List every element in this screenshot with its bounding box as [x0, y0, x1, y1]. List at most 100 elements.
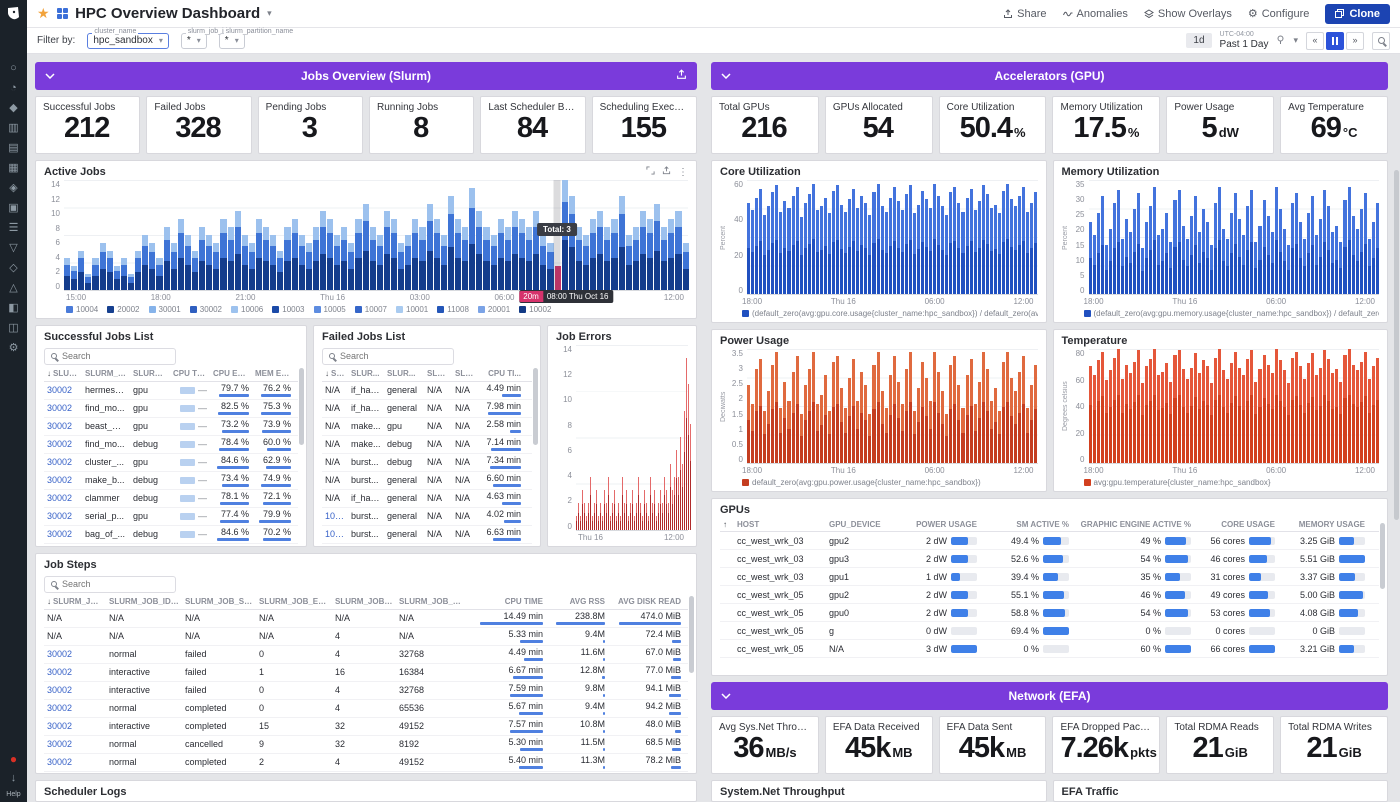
column-header[interactable]: GPU_DEVICE	[829, 519, 881, 529]
search-input[interactable]	[62, 351, 169, 362]
collapse-chevron-icon[interactable]	[45, 73, 55, 79]
section-header-network[interactable]: Network (EFA)	[711, 682, 1388, 710]
table-row[interactable]: N/A make... debug N/A N/A 7.14 min	[322, 436, 532, 454]
table-row[interactable]: cc_west_wrk_05 g 0 dW 69.4 % 0 % 0 cores 0 GiB	[720, 622, 1379, 640]
legend-item[interactable]: (default_zero(avg:gpu.core.usage{cluster…	[742, 309, 1038, 318]
table-row[interactable]: 30002 interactive completed 15 32 49152 7.57 m…	[44, 718, 688, 736]
table-row[interactable]: 10007 burst... general N/A N/A 4.02 min	[322, 508, 532, 526]
column-header[interactable]: ↓ SLUR...	[47, 369, 82, 379]
dashboards-icon[interactable]: ▦	[8, 162, 19, 174]
column-header[interactable]: AVG DISK READ	[618, 597, 681, 607]
help-label[interactable]: Help	[6, 791, 21, 798]
column-header[interactable]: SM ACTIVE %	[1016, 519, 1069, 529]
clone-button[interactable]: Clone	[1325, 3, 1390, 24]
legend-item[interactable]: 10007	[354, 305, 387, 314]
table-row[interactable]: 30002 interactive failed 1 16 16384 6.67 min 12…	[44, 664, 688, 682]
legend-item[interactable]: 20001	[477, 305, 510, 314]
scrollbar[interactable]	[1380, 523, 1385, 669]
expand-icon[interactable]	[646, 166, 655, 178]
rum-icon[interactable]: ◧	[8, 302, 19, 314]
table-row[interactable]: N/A N/A N/A N/A 4 N/A 5.33 min 9.4M 72.4 MiB	[44, 628, 688, 646]
table-row[interactable]: N/A burst... general N/A N/A 6.60 min	[322, 472, 532, 490]
column-header[interactable]: AVG RSS	[569, 597, 605, 607]
legend-item[interactable]: 10006	[231, 305, 263, 314]
scrollbar[interactable]	[299, 367, 304, 540]
legend-item[interactable]: default_zero(avg:gpu.power.usage{cluster…	[742, 478, 981, 487]
table-row[interactable]: cc_west_wrk_05 gpu2 2 dW 55.1 % 46 % 49 cores…	[720, 586, 1379, 604]
legend-item[interactable]: 10002	[519, 305, 551, 314]
column-header[interactable]: CPU TIME	[173, 369, 210, 379]
column-header[interactable]: CPU EFFI...	[213, 369, 252, 379]
logs-icon[interactable]: ☰	[8, 222, 19, 234]
scrollbar[interactable]	[533, 367, 538, 540]
table-row[interactable]: 30002 normal completed 0 4 65536 5.67 min 9.4M 9…	[44, 700, 688, 718]
column-header[interactable]: CPU TI...	[488, 369, 521, 379]
title-chevron-icon[interactable]: ▾	[267, 8, 272, 18]
legend-item[interactable]: 10003	[272, 305, 305, 314]
collapse-chevron-icon[interactable]	[721, 693, 731, 699]
page-scrollbar[interactable]	[1394, 170, 1399, 520]
show-overlays-button[interactable]: Show Overlays	[1143, 8, 1232, 20]
cluster-name-filter[interactable]: cluster_name hpc_sandbox ▾	[87, 27, 169, 49]
forward-button[interactable]: »	[1346, 31, 1364, 50]
integrations-icon[interactable]: ◫	[8, 322, 19, 334]
table-row[interactable]: cc_west_wrk_05 gpu0 2 dW 58.8 % 54 % 53 cores…	[720, 604, 1379, 622]
table-row[interactable]: 30002 beast_m... gpu —73.2 % 73.9 %	[44, 418, 298, 436]
collapse-chevron-icon[interactable]	[721, 73, 731, 79]
table-row[interactable]: 30002 normal completed 2 4 49152 5.40 min 11.3M…	[44, 754, 688, 772]
zoom-button[interactable]	[1372, 31, 1390, 50]
legend-item[interactable]: 10004	[66, 305, 98, 314]
table-row[interactable]: N/A if_has... general N/A N/A 4.49 min	[322, 382, 532, 400]
scrollbar[interactable]	[689, 595, 694, 767]
slurm-partition-name-filter[interactable]: slurm_partition_name * ▾	[218, 27, 296, 49]
column-header[interactable]: MEM EFF...	[255, 369, 294, 379]
configure-button[interactable]: ⚙ Configure	[1248, 7, 1310, 21]
table-row[interactable]: cc_west_wrk_05 N/A 3 dW 0 % 60 % 66 cores 3.21…	[720, 640, 1379, 658]
table-row[interactable]: 30002 bag_of_... debug —84.6 % 70.2 %	[44, 526, 298, 544]
table-row[interactable]: 30002 clammer debug —78.1 % 72.1 %	[44, 490, 298, 508]
pause-button[interactable]	[1326, 31, 1344, 50]
settings-icon[interactable]: ⚙	[8, 342, 19, 354]
table-row[interactable]: cc_west_wrk_03 gpu1 1 dW 39.4 % 35 % 31 cores…	[720, 568, 1379, 586]
alert-icon[interactable]: ●	[9, 752, 18, 766]
table-row[interactable]: 30002 cluster_... gpu —84.6 % 62.9 %	[44, 454, 298, 472]
export-icon[interactable]	[662, 166, 671, 178]
table-row[interactable]: 30002 find_mo... debug —78.4 % 60.0 %	[44, 436, 298, 454]
notebooks-icon[interactable]: ▤	[8, 142, 19, 154]
time-range-display[interactable]: UTC-04:00 Past 1 Day	[1220, 31, 1269, 50]
column-header[interactable]: SLUR...	[387, 369, 416, 379]
ci-icon[interactable]: ◇	[9, 262, 18, 274]
legend-item[interactable]: 30002	[189, 305, 222, 314]
table-row[interactable]: 10001 burst... general N/A N/A 6.63 min	[322, 526, 532, 544]
pin-icon[interactable]	[1276, 35, 1285, 47]
anomalies-button[interactable]: Anomalies	[1062, 8, 1128, 20]
legend-item[interactable]: 10001	[396, 305, 428, 314]
search-input[interactable]	[340, 351, 447, 362]
export-icon[interactable]	[676, 69, 687, 83]
table-row[interactable]: 30002 interactive failed 0 4 32768 7.59 min 9.8…	[44, 682, 688, 700]
column-header[interactable]: HOST	[737, 519, 760, 529]
infrastructure-icon[interactable]: ▣	[8, 202, 19, 214]
column-header[interactable]: SLUR...	[455, 369, 480, 379]
time-preset-chip[interactable]: 1d	[1186, 33, 1212, 48]
table-row[interactable]: N/A if_has... general N/A N/A 4.63 min	[322, 490, 532, 508]
column-header[interactable]: SLURM_JOB_ID_S...	[109, 597, 182, 607]
kebab-menu-icon[interactable]: ⋮	[678, 166, 688, 178]
rewind-button[interactable]: «	[1306, 31, 1324, 50]
table-row[interactable]: N/A make... gpu N/A N/A 2.58 min	[322, 418, 532, 436]
legend-item[interactable]: 30001	[148, 305, 181, 314]
column-header[interactable]: SLURM_J...	[85, 369, 130, 379]
time-chevron-icon[interactable]: ▾	[1293, 35, 1298, 45]
table-row[interactable]: N/A N/A N/A N/A N/A N/A 14.49 min 238.8M 474.0 M…	[44, 610, 688, 628]
table-row[interactable]: cc_west_wrk_03 gpu2 2 dW 49.4 % 49 % 56 cores…	[720, 532, 1379, 550]
table-row[interactable]: 30002 make_b... debug —73.4 % 74.9 %	[44, 472, 298, 490]
column-header[interactable]: ↓SLURM_JOB_ID	[47, 597, 106, 607]
column-header[interactable]: SLUR...	[427, 369, 452, 379]
column-header[interactable]: SLURM_JOB_STATE	[185, 597, 256, 607]
column-header[interactable]: MEMORY USAGE	[1298, 519, 1365, 529]
table-row[interactable]: N/A if_has... general N/A N/A 7.98 min	[322, 400, 532, 418]
section-header-gpu[interactable]: Accelerators (GPU)	[711, 62, 1388, 90]
column-header[interactable]: CPU TIME	[504, 597, 543, 607]
apm-icon[interactable]: ◈	[9, 182, 18, 194]
service-management-icon[interactable]: ◆	[9, 102, 18, 114]
